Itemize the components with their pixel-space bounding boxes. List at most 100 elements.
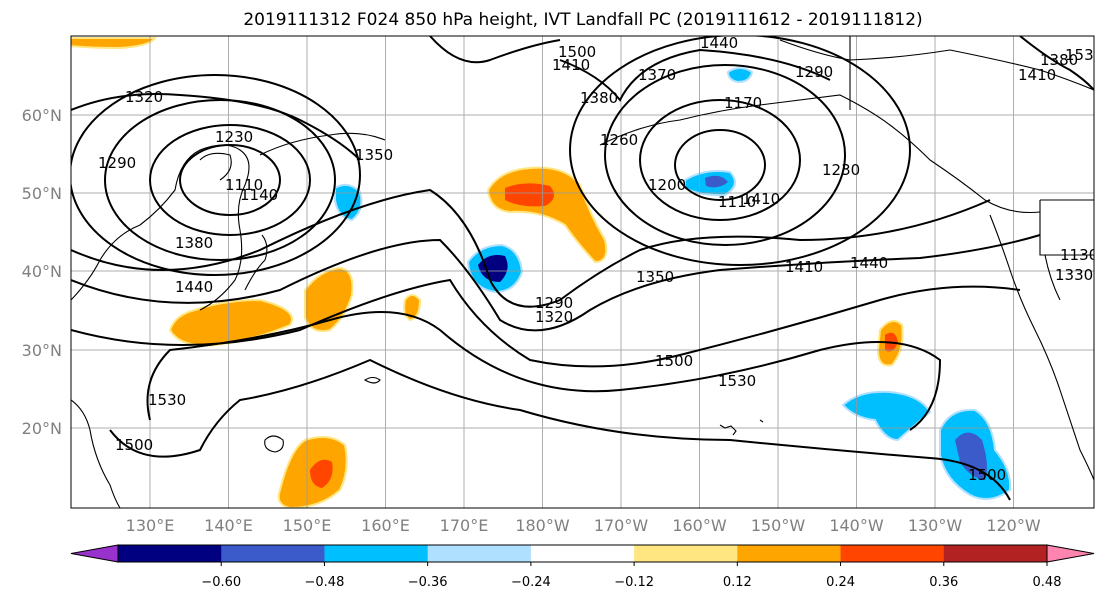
colorbar-segment	[530, 545, 635, 562]
contour-label: 1200	[648, 176, 686, 194]
colorbar-tick-label: −0.60	[201, 575, 241, 590]
contour-line	[71, 188, 991, 308]
contour-label: 1530	[718, 372, 756, 390]
contour-label: 1410	[785, 258, 823, 276]
colorbar-extend-max	[1046, 544, 1095, 563]
contour-label: 1290	[535, 294, 573, 312]
colorbar-segment	[427, 545, 532, 562]
contour-label: 1170	[724, 94, 762, 112]
contour-label: 1380	[1040, 51, 1078, 69]
contour-label: 1110	[225, 176, 263, 194]
contour-line	[604, 64, 846, 246]
contour-label: 1440	[175, 278, 213, 296]
longitude-tick-label: 130°W	[908, 516, 963, 535]
contour-label: 1140	[240, 186, 278, 204]
contour-label: 1290	[795, 63, 833, 81]
longitude-tick-label: 170°W	[594, 516, 649, 535]
contour-label: 1500	[968, 466, 1006, 484]
contour-label: 1410	[1018, 66, 1056, 84]
colorbar-segment	[634, 545, 738, 562]
map-title: 2019111312 F024 850 hPa height, IVT Land…	[243, 10, 922, 30]
colorbar-tick-label: −0.48	[305, 575, 345, 590]
colorbar-segment	[221, 545, 325, 562]
contour-line	[429, 36, 561, 64]
ivt-positive-core	[310, 459, 333, 488]
contour-line	[104, 99, 336, 261]
longitude-tick-label: 120°W	[986, 516, 1041, 535]
colorbar-tick-label: 0.24	[826, 575, 855, 590]
contour-label: 1500	[115, 436, 153, 454]
arctic-coastline	[779, 39, 1094, 91]
colorbar: −0.60 −0.48 −0.36 −0.24 −0.12 0.12 0.24 0.36 0.4…	[70, 544, 1095, 590]
latitude-tick-label: 20°N	[22, 419, 62, 438]
ivt-negative-core	[705, 175, 728, 188]
contour-line	[674, 129, 766, 201]
colorbar-segment	[118, 545, 222, 562]
contour-label: 1350	[355, 146, 393, 164]
colorbar-tick-label: 0.36	[929, 575, 958, 590]
contour-label: 1330	[1055, 266, 1093, 284]
contour-line	[1019, 36, 1094, 91]
contour-label: 1440	[850, 254, 888, 272]
longitude-tick-label: 140°E	[204, 516, 253, 535]
ivt-negative-region	[726, 67, 754, 84]
political-borders	[1039, 199, 1094, 301]
colorbar-segment	[737, 545, 842, 562]
map-panel: 1500 1410 1380 1440 1370 1290 1320 1260 …	[70, 34, 1103, 509]
contour-label: 1130	[1060, 246, 1098, 264]
contour-label: 1230	[822, 161, 860, 179]
island	[264, 435, 284, 453]
contour-label: 1380	[175, 234, 213, 252]
ivt-positive-core	[505, 183, 554, 207]
contour-labels: 1500 1410 1380 1440 1370 1290 1320 1260 …	[98, 34, 1103, 484]
longitude-tick-label: 150°W	[751, 516, 806, 535]
latitude-tick-label: 60°N	[22, 106, 62, 125]
asia-south-coastline	[71, 399, 121, 508]
sakhalin-coastline	[199, 152, 232, 181]
ivt-negative-core	[955, 432, 987, 480]
hawaii-islands	[719, 419, 764, 436]
contour-line	[71, 234, 1041, 332]
contour-label: 1110	[718, 193, 756, 211]
contour-label: 1290	[98, 154, 136, 172]
contour-label: 1500	[558, 43, 596, 61]
colorbar-tick-label: 0.48	[1033, 575, 1062, 590]
contour-label: 1230	[215, 128, 253, 146]
contour-label: 1320	[535, 308, 573, 326]
contour-label: 1410	[742, 190, 780, 208]
contour-line	[71, 93, 361, 161]
contour-line	[639, 99, 801, 221]
contour-line	[71, 278, 1021, 368]
alaska-coastline	[599, 94, 1041, 214]
colorbar-segment	[324, 545, 429, 562]
map-frame	[70, 35, 1095, 509]
ivt-negative-region	[334, 183, 363, 222]
colorbar-tick-label: −0.36	[408, 575, 448, 590]
contour-label: 1530	[148, 391, 186, 409]
contour-line	[149, 124, 311, 236]
ivt-negative-core	[478, 255, 508, 282]
contour-label: 1410	[552, 56, 590, 74]
colorbar-tick-label: 0.12	[723, 575, 752, 590]
longitude-tick-label: 140°W	[829, 516, 884, 535]
colorbar-tick-label: −0.24	[511, 575, 551, 590]
contour-label: 1260	[600, 131, 638, 149]
longitude-tick-label: 150°E	[283, 516, 332, 535]
contour-label: 1530	[1065, 46, 1103, 64]
colorbar-frame	[117, 544, 1048, 563]
ivt-positive-region	[304, 266, 354, 333]
ivt-positive-region	[403, 294, 422, 322]
latitude-tick-labels: 60°N 50°N 40°N 30°N 20°N	[22, 106, 62, 438]
contour-label: 1440	[700, 34, 738, 52]
ivt-shading	[71, 37, 1012, 508]
island	[363, 376, 381, 384]
longitude-tick-label: 130°E	[126, 516, 175, 535]
contour-label: 1370	[638, 66, 676, 84]
colorbar-segment	[840, 545, 945, 562]
contour-label: 1320	[125, 88, 163, 106]
latitude-tick-label: 40°N	[22, 262, 62, 281]
latitude-tick-label: 50°N	[22, 184, 62, 203]
contour-line	[109, 358, 1011, 501]
latitude-tick-label: 30°N	[22, 341, 62, 360]
